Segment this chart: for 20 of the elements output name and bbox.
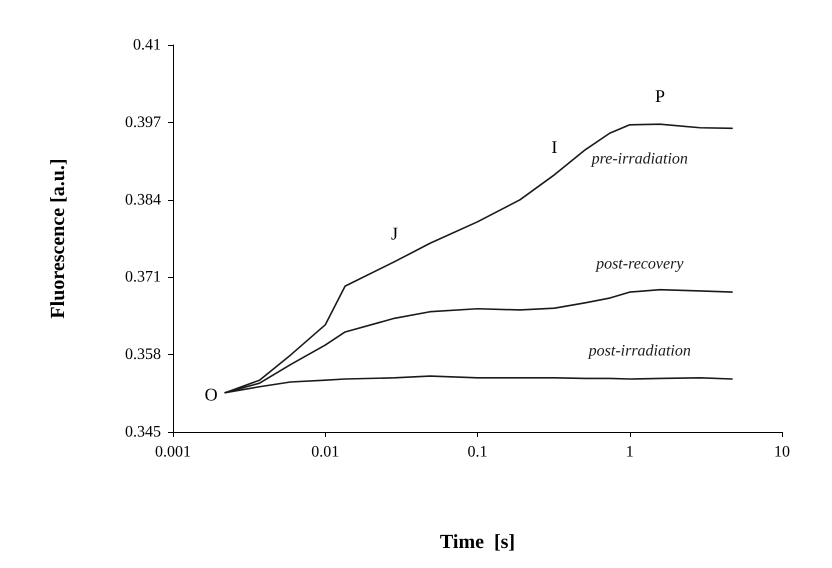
x-axis-title: Time [s] [440,531,516,553]
series-label: pre-irradiation [590,150,688,168]
annotation: O [204,384,218,405]
x-tick-label: 0.001 [155,444,191,460]
y-tick-label: 0.371 [125,268,161,286]
y-tick-label: 0.41 [133,36,161,54]
y-axis-title: Fluorescence [a.u.] [47,158,69,319]
y-tick-label: 0.384 [125,191,161,208]
series-label: post-irradiation [588,342,691,360]
y-tick-label: 0.397 [125,114,161,131]
annotation: I [551,136,558,157]
x-tick-label: 0.1 [468,444,488,460]
y-tick-label: 0.358 [125,346,161,364]
annotation: J [390,224,398,244]
x-tick-label: 1 [626,444,634,460]
x-tick-label: 10 [774,444,790,460]
y-tick-label: 0.345 [125,424,161,440]
x-tick-label: 0.01 [311,444,340,460]
annotation: P [654,86,666,106]
series-label: post-recovery [595,256,684,273]
